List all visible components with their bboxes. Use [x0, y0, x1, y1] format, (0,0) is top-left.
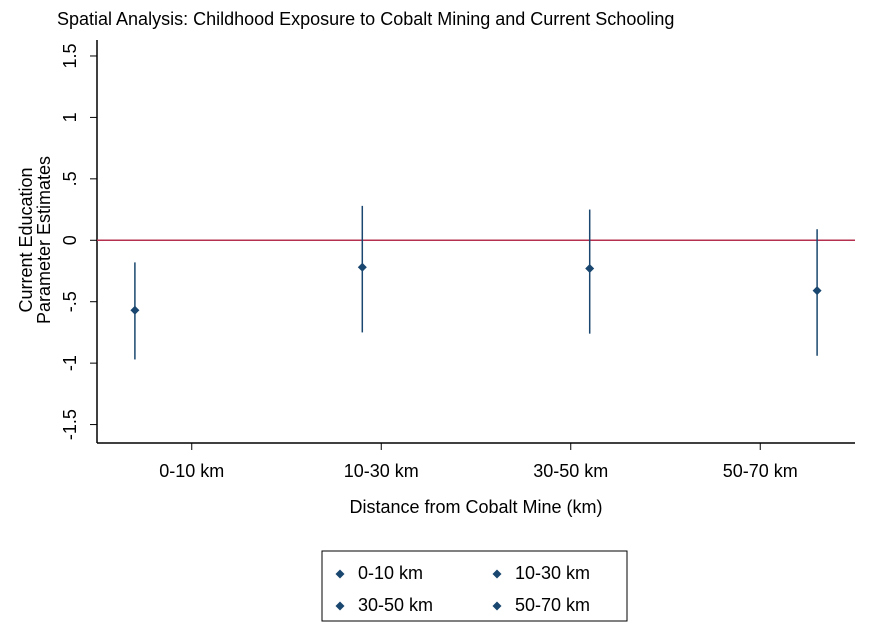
legend-marker [492, 569, 502, 579]
x-tick-label: 30-50 km [533, 461, 608, 481]
x-tick-label: 10-30 km [344, 461, 419, 481]
y-tick-label: -.5 [60, 291, 80, 312]
point [130, 305, 140, 315]
y-tick-label: -1 [60, 355, 80, 371]
y-axis-title: Parameter Estimates [34, 156, 54, 324]
y-tick-label: 1 [60, 112, 80, 122]
y-tick-label: 1.5 [60, 43, 80, 68]
x-tick-label: 50-70 km [723, 461, 798, 481]
chart-title: Spatial Analysis: Childhood Exposure to … [57, 9, 674, 29]
point [812, 286, 822, 296]
point [357, 262, 367, 272]
legend-label: 0-10 km [358, 563, 423, 583]
y-tick-label: 0 [60, 235, 80, 245]
y-tick-label: .5 [60, 171, 80, 186]
point [585, 264, 595, 274]
x-axis-title: Distance from Cobalt Mine (km) [349, 497, 602, 517]
legend-marker [335, 569, 345, 579]
legend-box [321, 550, 628, 622]
legend-marker [335, 601, 345, 611]
legend-label: 30-50 km [358, 595, 433, 615]
legend-label: 10-30 km [515, 563, 590, 583]
legend-label: 50-70 km [515, 595, 590, 615]
x-tick-label: 0-10 km [159, 461, 224, 481]
y-tick-label: -1.5 [60, 409, 80, 440]
y-axis-title: Current Education [16, 167, 36, 312]
legend-marker [492, 601, 502, 611]
